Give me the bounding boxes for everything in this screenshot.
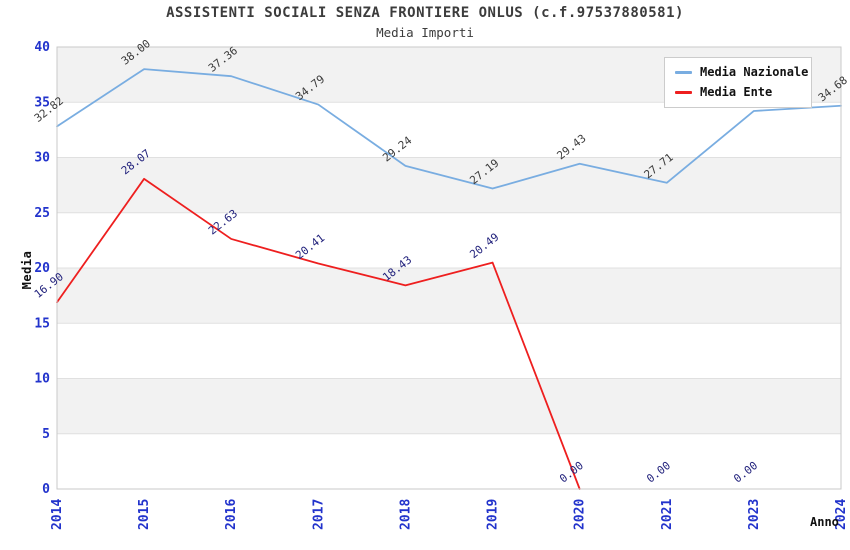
- x-tick-label: 2021: [660, 499, 675, 530]
- chart-subtitle: Media Importi: [376, 25, 474, 40]
- y-tick-label: 0: [42, 482, 50, 497]
- x-tick-label: 2015: [137, 499, 152, 530]
- y-tick-label: 35: [34, 95, 50, 110]
- legend-label: Media Ente: [700, 85, 773, 99]
- y-tick-label: 20: [34, 261, 50, 276]
- y-tick-label: 15: [34, 316, 50, 331]
- chart-title: ASSISTENTI SOCIALI SENZA FRONTIERE ONLUS…: [166, 5, 684, 21]
- x-tick-label: 2016: [224, 499, 239, 530]
- x-tick-label: 2014: [50, 499, 65, 530]
- x-tick-label: 2024: [834, 499, 849, 530]
- y-tick-label: 40: [34, 40, 50, 55]
- series-line-media-ente: [57, 179, 754, 489]
- y-tick-label: 30: [34, 151, 50, 166]
- background-band: [57, 268, 841, 324]
- blue-line-swatch-icon: [675, 70, 692, 74]
- y-axis-title: Media: [20, 250, 34, 290]
- x-tick-label: 2018: [398, 499, 413, 530]
- y-tick-label: 25: [34, 206, 50, 221]
- x-tick-label: 2023: [747, 499, 762, 530]
- point-label: 20.49: [467, 231, 501, 262]
- legend-label: Media Nazionale: [700, 65, 809, 79]
- x-axis-title: Anno: [810, 515, 839, 529]
- x-tick-label: 2017: [311, 499, 326, 530]
- point-label: 0.00: [557, 459, 586, 486]
- plot-border: [56, 46, 842, 490]
- point-label: 0.00: [731, 459, 760, 486]
- y-tick-label: 10: [34, 372, 50, 387]
- background-band: [57, 378, 841, 434]
- legend-item-media-nazionale: Media Nazionale: [675, 65, 808, 79]
- legend: Media Nazionale Media Ente: [664, 57, 812, 108]
- x-tick-label: 2019: [486, 499, 501, 530]
- y-tick-label: 5: [42, 427, 50, 442]
- point-label: 20.41: [293, 231, 327, 262]
- red-line-swatch-icon: [675, 90, 692, 94]
- series-line-media-nazionale: [56, 68, 842, 190]
- background-band: [57, 157, 841, 213]
- x-tick-label: 2020: [573, 499, 588, 530]
- point-label: 0.00: [644, 459, 673, 486]
- legend-item-media-ente: Media Ente: [675, 85, 801, 99]
